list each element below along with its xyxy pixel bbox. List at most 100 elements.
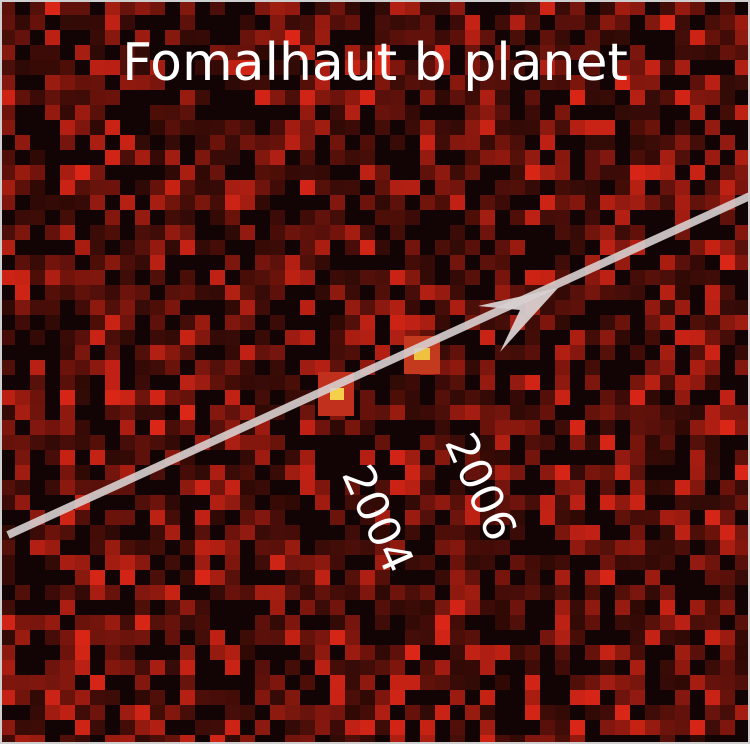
noise-pixel: [735, 255, 750, 270]
noise-pixel: [240, 180, 255, 195]
noise-pixel: [390, 675, 405, 690]
noise-pixel: [120, 705, 135, 720]
noise-pixel: [255, 285, 270, 300]
noise-pixel: [480, 405, 495, 420]
noise-pixel: [270, 165, 285, 180]
noise-pixel: [120, 510, 135, 525]
noise-pixel: [705, 405, 720, 420]
noise-pixel: [480, 720, 495, 735]
noise-pixel: [270, 435, 285, 450]
noise-pixel: [690, 45, 705, 60]
noise-pixel: [405, 630, 420, 645]
noise-pixel: [120, 660, 135, 675]
noise-pixel: [675, 540, 690, 555]
noise-pixel: [645, 360, 660, 375]
noise-pixel: [390, 330, 405, 345]
noise-pixel: [90, 30, 105, 45]
noise-pixel: [300, 720, 315, 735]
noise-pixel: [150, 150, 165, 165]
noise-pixel: [405, 405, 420, 420]
noise-pixel: [615, 15, 630, 30]
noise-pixel: [150, 0, 165, 15]
noise-pixel: [150, 585, 165, 600]
noise-pixel: [15, 165, 30, 180]
noise-pixel: [645, 540, 660, 555]
noise-pixel: [705, 15, 720, 30]
noise-pixel: [180, 675, 195, 690]
noise-pixel: [195, 540, 210, 555]
noise-pixel: [135, 585, 150, 600]
noise-pixel: [615, 540, 630, 555]
noise-pixel: [15, 90, 30, 105]
noise-pixel: [300, 450, 315, 465]
noise-pixel: [60, 525, 75, 540]
noise-pixel: [255, 555, 270, 570]
noise-pixel: [240, 465, 255, 480]
noise-pixel: [720, 630, 735, 645]
noise-pixel: [210, 465, 225, 480]
noise-pixel: [345, 690, 360, 705]
noise-pixel: [225, 540, 240, 555]
noise-pixel: [510, 600, 525, 615]
noise-pixel: [630, 450, 645, 465]
noise-pixel: [525, 150, 540, 165]
noise-pixel: [255, 165, 270, 180]
noise-pixel: [630, 375, 645, 390]
noise-pixel: [15, 390, 30, 405]
noise-pixel: [150, 525, 165, 540]
noise-pixel: [150, 570, 165, 585]
noise-pixel: [465, 105, 480, 120]
noise-pixel: [525, 420, 540, 435]
noise-pixel: [570, 330, 585, 345]
noise-pixel: [135, 615, 150, 630]
noise-pixel: [330, 720, 345, 735]
noise-pixel: [495, 435, 510, 450]
noise-pixel: [150, 540, 165, 555]
noise-pixel: [450, 555, 465, 570]
noise-pixel: [720, 525, 735, 540]
noise-pixel: [720, 255, 735, 270]
noise-pixel: [330, 0, 345, 15]
noise-pixel: [135, 600, 150, 615]
noise-pixel: [240, 495, 255, 510]
noise-pixel: [60, 330, 75, 345]
noise-pixel: [180, 285, 195, 300]
noise-pixel: [135, 135, 150, 150]
noise-pixel: [360, 135, 375, 150]
noise-pixel: [450, 375, 465, 390]
noise-pixel: [240, 450, 255, 465]
noise-pixel: [75, 345, 90, 360]
noise-pixel: [615, 495, 630, 510]
noise-pixel: [330, 330, 345, 345]
noise-pixel: [570, 285, 585, 300]
noise-pixel: [180, 270, 195, 285]
noise-pixel: [210, 120, 225, 135]
noise-pixel: [255, 375, 270, 390]
noise-pixel: [690, 480, 705, 495]
noise-pixel: [555, 105, 570, 120]
noise-pixel: [495, 120, 510, 135]
noise-pixel: [120, 420, 135, 435]
noise-pixel: [630, 465, 645, 480]
noise-pixel: [555, 345, 570, 360]
noise-pixel: [315, 645, 330, 660]
noise-pixel: [75, 75, 90, 90]
noise-pixel: [675, 270, 690, 285]
noise-pixel: [105, 660, 120, 675]
noise-pixel: [30, 360, 45, 375]
noise-pixel: [630, 405, 645, 420]
noise-pixel: [0, 330, 15, 345]
noise-pixel: [180, 615, 195, 630]
noise-pixel: [405, 270, 420, 285]
noise-pixel: [345, 0, 360, 15]
noise-pixel: [60, 120, 75, 135]
noise-pixel: [360, 420, 375, 435]
noise-pixel: [135, 0, 150, 15]
noise-pixel: [105, 120, 120, 135]
noise-pixel: [255, 690, 270, 705]
noise-pixel: [405, 480, 420, 495]
noise-pixel: [135, 435, 150, 450]
noise-pixel: [330, 270, 345, 285]
noise-pixel: [30, 690, 45, 705]
noise-pixel: [30, 165, 45, 180]
